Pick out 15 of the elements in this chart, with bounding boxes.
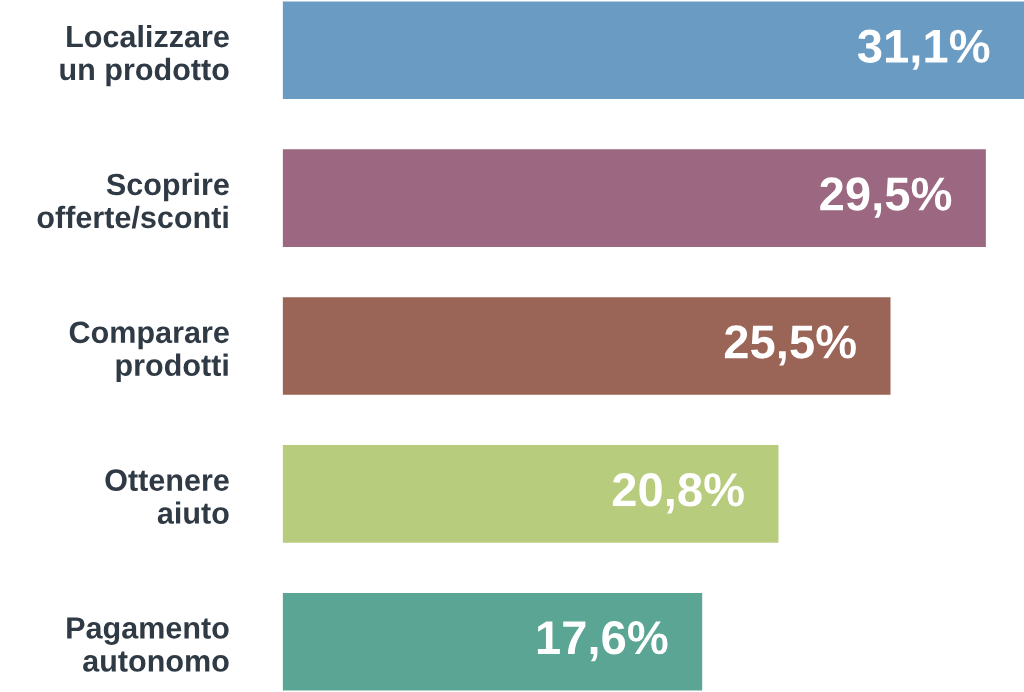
data-label: 17,6% [537,620,668,662]
bar [282,592,703,691]
data-label: 29,5% [820,177,952,218]
data-label: 20,8% [612,473,744,514]
y-tick-label: Ottenere aiuto [105,469,229,524]
y-tick-label: Scoprire offerte/sconti [37,172,229,229]
data-label: 31,1% [857,29,990,70]
bar [282,149,986,247]
y-tick-label: Localizzare un prodotto [60,24,229,87]
y-tick-label: Pagamento autonomo [67,617,229,672]
bar [282,297,891,395]
y-tick-label: Comparare prodotti [69,321,229,383]
bar [282,1,1024,100]
bar [282,445,779,543]
data-label: 25,5% [724,325,856,366]
